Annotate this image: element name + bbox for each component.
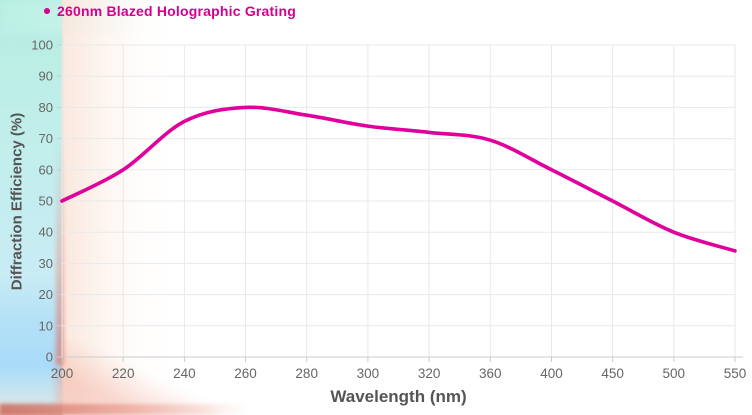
x-tick-label: 240 <box>173 366 196 381</box>
x-tick-label: 200 <box>51 366 74 381</box>
y-tick-label: 80 <box>39 100 53 115</box>
x-tick-label: 300 <box>357 366 380 381</box>
x-tick-label: 500 <box>663 366 686 381</box>
legend-item[interactable]: 260nm Blazed Holographic Grating <box>44 3 296 19</box>
x-tick-label: 360 <box>479 366 502 381</box>
y-tick-label: 60 <box>39 162 53 177</box>
y-tick-label: 0 <box>46 350 53 365</box>
x-tick-label: 450 <box>601 366 624 381</box>
y-tick-label: 100 <box>31 38 53 53</box>
x-tick-label: 280 <box>295 366 318 381</box>
y-tick-label: 30 <box>39 256 53 271</box>
y-tick-label: 90 <box>39 69 53 84</box>
legend-label: 260nm Blazed Holographic Grating <box>57 3 296 19</box>
x-tick-label: 260 <box>234 366 257 381</box>
x-axis-title: Wavelength (nm) <box>330 387 467 406</box>
y-axis-title: Diffraction Efficiency (%) <box>8 112 26 291</box>
y-tick-label: 20 <box>39 287 53 302</box>
series-line[interactable] <box>60 105 737 253</box>
x-tick-label: 220 <box>112 366 135 381</box>
legend-dot-icon <box>44 8 50 14</box>
y-tick-label: 10 <box>39 318 53 333</box>
x-tick-label: 320 <box>418 366 441 381</box>
y-tick-label: 40 <box>39 225 53 240</box>
x-tick-label: 550 <box>724 366 747 381</box>
y-tick-label: 50 <box>39 194 53 209</box>
x-tick-label: 400 <box>540 366 563 381</box>
y-tick-label: 70 <box>39 131 53 146</box>
